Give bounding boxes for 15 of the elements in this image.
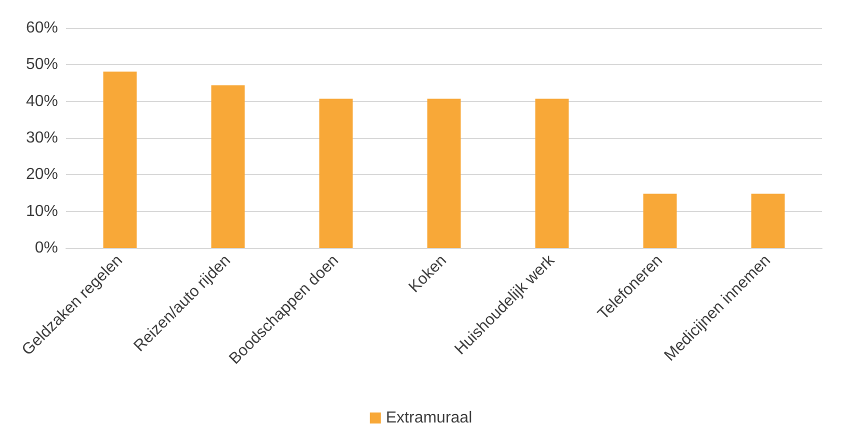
bar	[427, 98, 461, 248]
y-tick-label: 50%	[26, 56, 58, 74]
bar	[643, 194, 677, 248]
y-tick-label: 30%	[26, 130, 58, 146]
bar	[211, 85, 245, 248]
y-tick-label: 60%	[26, 20, 58, 36]
y-tick-label: 20%	[26, 166, 58, 184]
y-tick-label: 0%	[34, 240, 58, 256]
y-tick-label: 10%	[26, 202, 58, 220]
bar	[103, 72, 137, 248]
bar	[535, 98, 569, 248]
legend-label: Extramuraal	[386, 410, 472, 426]
y-tick-label: 40%	[26, 92, 58, 110]
bar	[751, 194, 785, 248]
bar	[319, 98, 353, 248]
